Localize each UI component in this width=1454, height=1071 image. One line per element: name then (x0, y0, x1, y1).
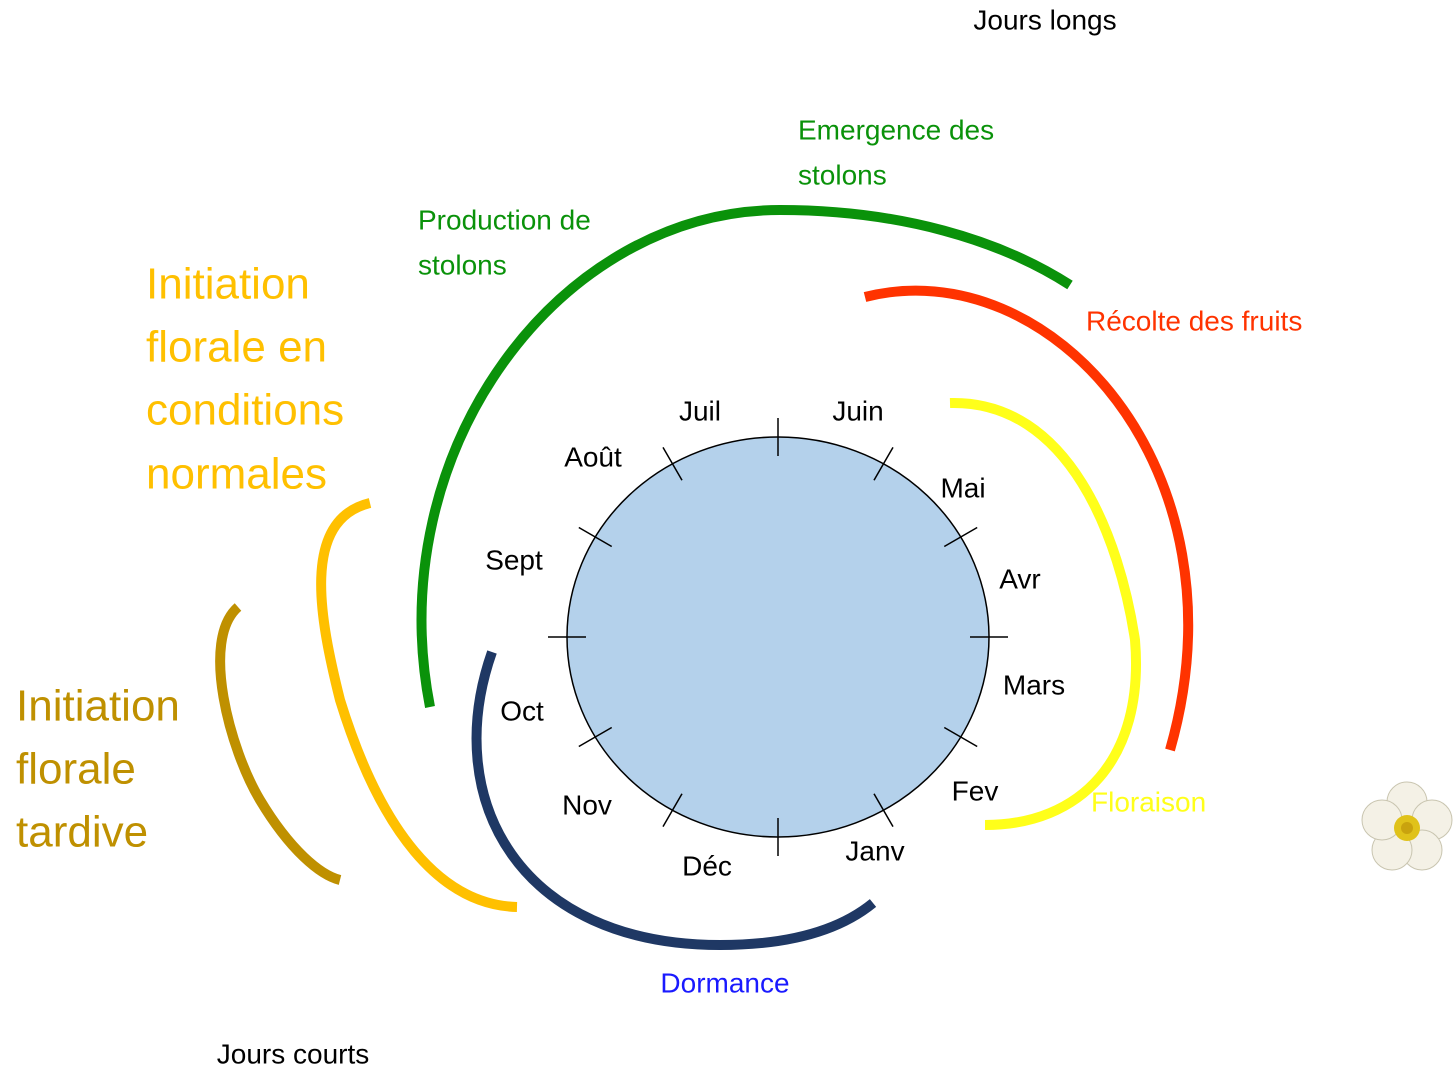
month-label: Oct (500, 695, 544, 726)
phase-label: Dormance (660, 967, 789, 998)
phase-label: stolons (418, 249, 507, 280)
initiation-late-arc (220, 607, 340, 880)
month-label: Juin (832, 395, 883, 426)
phase-label: Récolte des fruits (1086, 305, 1302, 336)
phase-label: Initiation (16, 682, 180, 731)
month-label: Fev (952, 775, 999, 806)
phase-label: stolons (798, 159, 887, 190)
diagram: Jours longs Jours courts Juin Mai Avr Ma… (0, 0, 1454, 1071)
month-label: Août (564, 441, 622, 472)
month-label: Avr (999, 563, 1041, 594)
year-circle (567, 437, 989, 837)
phase-label: conditions (146, 386, 344, 435)
strawberry-flower (1362, 782, 1452, 870)
page: {"corners": {"long_days": "Jours longs",… (0, 0, 1454, 1071)
month-label: Nov (562, 789, 612, 820)
month-label: Sept (485, 544, 543, 575)
short-days-label: Jours courts (217, 1038, 370, 1069)
phase-label: Production de (418, 204, 591, 235)
phase-label: normales (146, 450, 327, 499)
month-label: Janv (845, 835, 904, 866)
month-label: Déc (682, 850, 732, 881)
phase-label: tardive (16, 808, 148, 857)
phase-label: Floraison (1091, 786, 1206, 817)
long-days-label: Jours longs (973, 4, 1116, 35)
month-label: Juil (679, 395, 721, 426)
phase-label: Initiation (146, 260, 310, 309)
phase-label: florale en (146, 323, 327, 372)
month-label: Mars (1003, 669, 1065, 700)
month-label: Mai (940, 472, 985, 503)
phase-label: Emergence des (798, 114, 994, 145)
phase-label: florale (16, 745, 136, 794)
